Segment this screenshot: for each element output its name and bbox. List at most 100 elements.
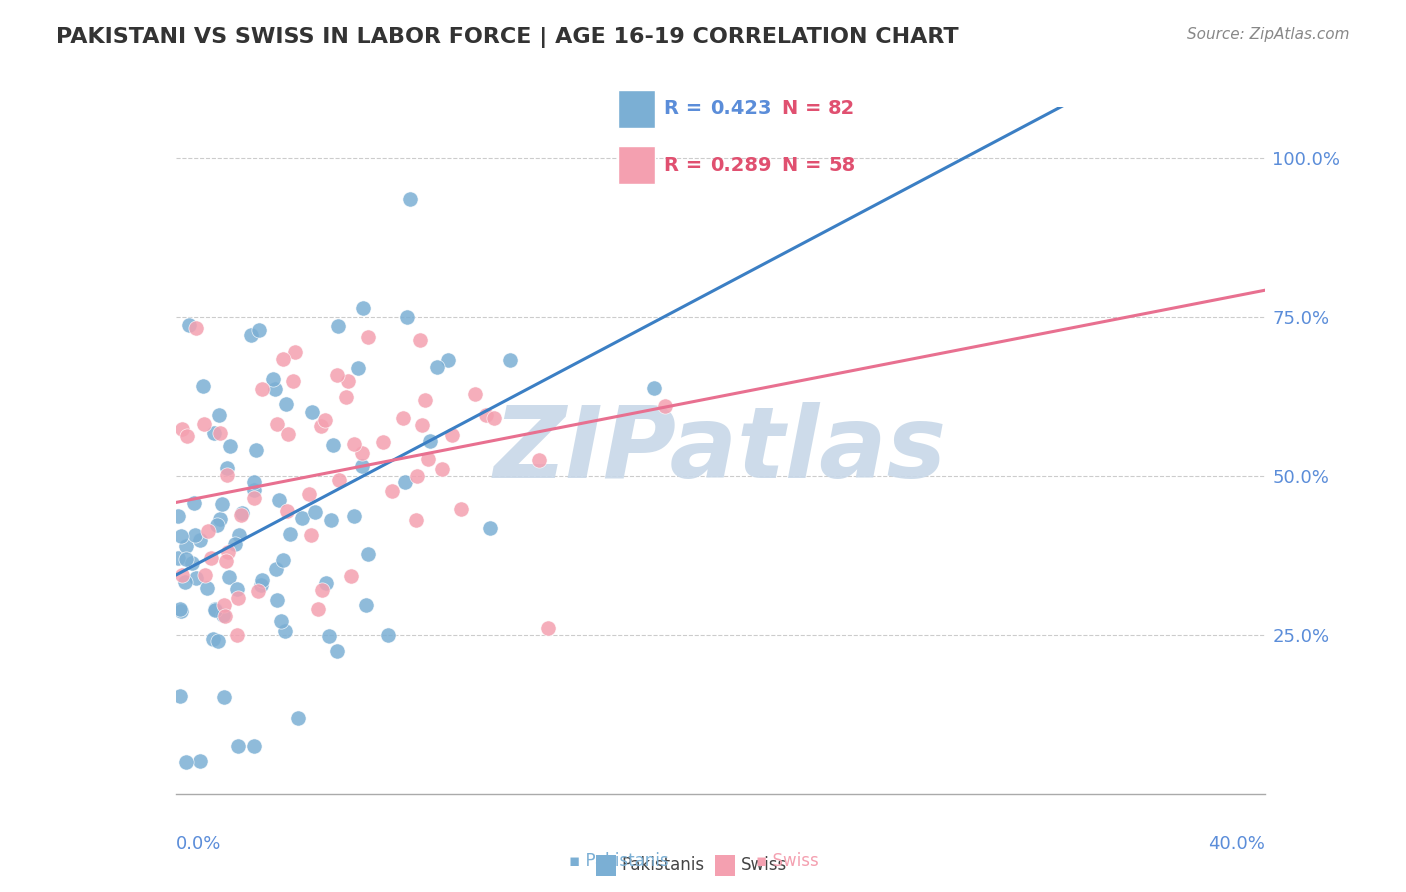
Swiss xyxy=(209,426,232,441)
Swiss xyxy=(654,399,676,413)
Swiss xyxy=(197,524,219,539)
Text: Pakistanis: Pakistanis xyxy=(621,856,704,874)
Bar xyxy=(716,855,735,876)
Pakistanis xyxy=(225,582,247,596)
Text: ZIPatlas: ZIPatlas xyxy=(494,402,948,499)
Swiss xyxy=(200,550,222,565)
Pakistanis xyxy=(188,533,211,548)
Swiss xyxy=(284,345,307,359)
Swiss xyxy=(311,582,333,597)
Swiss xyxy=(299,528,322,542)
Text: Source: ZipAtlas.com: Source: ZipAtlas.com xyxy=(1187,27,1350,42)
Swiss xyxy=(298,487,321,501)
Pakistanis xyxy=(356,599,378,613)
Pakistanis xyxy=(274,624,297,638)
Swiss xyxy=(217,545,239,559)
Pakistanis xyxy=(243,739,266,753)
Pakistanis xyxy=(267,493,290,508)
Pakistanis xyxy=(174,755,197,769)
Pakistanis xyxy=(218,570,240,584)
Swiss xyxy=(416,452,439,467)
Pakistanis xyxy=(352,458,374,473)
Pakistanis xyxy=(188,754,211,768)
Swiss xyxy=(343,437,366,451)
Pakistanis xyxy=(250,578,273,592)
Swiss xyxy=(215,467,238,482)
Swiss xyxy=(484,411,506,425)
Pakistanis xyxy=(208,408,231,422)
Text: R =: R = xyxy=(664,155,709,175)
Swiss xyxy=(328,473,350,487)
Swiss xyxy=(450,501,472,516)
Text: 0.423: 0.423 xyxy=(710,99,772,119)
Pakistanis xyxy=(177,318,200,332)
Pakistanis xyxy=(212,690,235,704)
Text: 82: 82 xyxy=(828,99,855,119)
Pakistanis xyxy=(169,689,191,703)
Swiss xyxy=(193,568,215,582)
Swiss xyxy=(281,374,304,388)
Swiss xyxy=(193,417,215,431)
Swiss xyxy=(527,453,550,467)
Swiss xyxy=(381,484,404,499)
Bar xyxy=(596,855,616,876)
Swiss xyxy=(215,554,238,568)
Pakistanis xyxy=(173,574,195,589)
Pakistanis xyxy=(321,513,343,527)
Pakistanis xyxy=(326,319,349,334)
Swiss xyxy=(184,320,207,334)
Pakistanis xyxy=(357,547,380,561)
Pakistanis xyxy=(208,512,231,526)
Pakistanis xyxy=(499,352,522,367)
Swiss xyxy=(225,628,247,642)
Pakistanis xyxy=(212,608,235,623)
Text: 0.289: 0.289 xyxy=(710,155,772,175)
Text: ▪ Swiss: ▪ Swiss xyxy=(756,852,818,870)
Swiss xyxy=(276,504,298,518)
Pakistanis xyxy=(419,434,441,448)
Swiss xyxy=(405,513,427,527)
Swiss xyxy=(464,387,486,401)
Text: PAKISTANI VS SWISS IN LABOR FORCE | AGE 16-19 CORRELATION CHART: PAKISTANI VS SWISS IN LABOR FORCE | AGE … xyxy=(56,27,959,48)
Pakistanis xyxy=(291,511,314,525)
Pakistanis xyxy=(176,551,198,566)
Pakistanis xyxy=(325,644,347,658)
Swiss xyxy=(406,468,429,483)
Pakistanis xyxy=(301,405,323,419)
Swiss xyxy=(266,417,288,431)
Text: N =: N = xyxy=(782,155,828,175)
Pakistanis xyxy=(245,443,267,458)
Swiss xyxy=(340,568,363,582)
Swiss xyxy=(537,621,560,635)
Pakistanis xyxy=(247,323,270,337)
Swiss xyxy=(170,422,193,436)
Pakistanis xyxy=(224,537,246,551)
Swiss xyxy=(411,417,433,432)
Pakistanis xyxy=(322,438,344,452)
Pakistanis xyxy=(207,633,229,648)
Pakistanis xyxy=(318,628,340,642)
Swiss xyxy=(246,584,269,599)
Swiss xyxy=(250,383,273,397)
Pakistanis xyxy=(343,508,366,523)
Pakistanis xyxy=(205,517,228,532)
Pakistanis xyxy=(193,378,215,392)
Swiss xyxy=(335,390,357,404)
Swiss xyxy=(307,602,329,616)
Pakistanis xyxy=(270,614,292,628)
Text: N =: N = xyxy=(782,99,828,119)
Swiss xyxy=(371,435,394,450)
Pakistanis xyxy=(266,593,288,607)
Pakistanis xyxy=(170,604,193,618)
Pakistanis xyxy=(274,397,297,411)
Text: 40.0%: 40.0% xyxy=(1209,835,1265,853)
Pakistanis xyxy=(231,506,253,520)
Pakistanis xyxy=(437,353,460,368)
Pakistanis xyxy=(184,528,207,542)
Pakistanis xyxy=(167,508,190,523)
Swiss xyxy=(392,411,415,425)
Pakistanis xyxy=(278,527,301,541)
Pakistanis xyxy=(479,521,502,535)
Pakistanis xyxy=(204,603,226,617)
Swiss xyxy=(176,429,198,443)
